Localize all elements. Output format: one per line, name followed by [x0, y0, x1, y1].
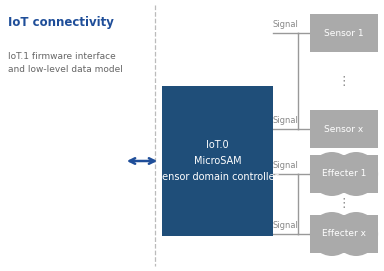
Bar [310, 155, 378, 193]
Text: Effecter 1: Effecter 1 [322, 169, 366, 179]
Bar [310, 110, 378, 148]
Circle shape [310, 212, 354, 256]
Circle shape [334, 212, 378, 256]
Text: Sensor x: Sensor x [324, 124, 364, 134]
Bar [162, 86, 273, 236]
Circle shape [334, 152, 378, 196]
Circle shape [310, 152, 354, 196]
Text: IoT.0
MicroSAM
Sensor domain controller: IoT.0 MicroSAM Sensor domain controller [156, 140, 279, 182]
Text: Signal: Signal [273, 20, 298, 29]
Text: Sensor 1: Sensor 1 [324, 28, 364, 37]
Bar [310, 215, 378, 253]
Text: Signal: Signal [273, 221, 298, 230]
Text: ⋮: ⋮ [338, 198, 350, 211]
Text: Signal: Signal [273, 161, 298, 170]
Text: Effecter x: Effecter x [322, 230, 366, 238]
Text: Signal: Signal [273, 116, 298, 125]
Text: ⋮: ⋮ [338, 75, 350, 88]
Bar [310, 14, 378, 52]
Text: IoT connectivity: IoT connectivity [8, 16, 114, 29]
Text: IoT.1 firmware interface
and low-level data model: IoT.1 firmware interface and low-level d… [8, 52, 123, 73]
